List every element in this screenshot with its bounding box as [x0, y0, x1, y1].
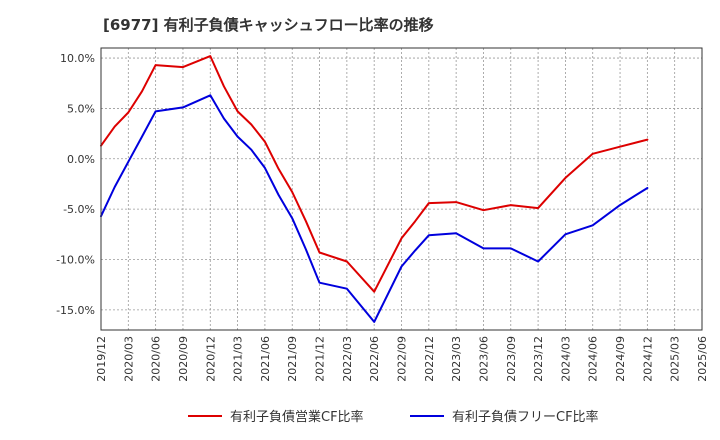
series-line-2	[100, 94, 649, 323]
x-tick-label: 2024/03	[559, 336, 572, 382]
x-tick-label: 2023/09	[505, 336, 518, 382]
y-tick-label: 10.0%	[60, 52, 95, 65]
x-tick-label: 2022/09	[396, 336, 409, 382]
y-tick-label: 5.0%	[67, 102, 95, 115]
x-tick-label: 2024/06	[587, 336, 600, 382]
x-tick-label: 2020/09	[177, 336, 190, 382]
x-tick-label: 2020/12	[204, 336, 217, 382]
legend: 有利子負債営業CF比率 有利子負債フリーCF比率	[188, 409, 599, 425]
x-tick-label: 2025/03	[669, 336, 682, 382]
x-tick-label: 2023/03	[450, 336, 463, 382]
plot-frame	[100, 47, 703, 331]
y-axis: 10.0% 5.0% 0.0% -5.0% -10.0% -15.0%	[56, 52, 95, 317]
chart-title: [6977] 有利子負債キャッシュフロー比率の推移	[103, 16, 434, 34]
x-tick-label: 2021/12	[314, 336, 327, 382]
series-lines	[100, 55, 649, 323]
x-tick-label: 2020/06	[150, 336, 163, 382]
x-axis: 2019/12 2020/03 2020/06 2020/09 2020/12 2021/…	[95, 336, 709, 382]
y-tick-label: -15.0%	[56, 304, 95, 317]
y-tick-label: -5.0%	[63, 203, 95, 216]
x-tick-label: 2022/06	[368, 336, 381, 382]
y-tick-label: 0.0%	[67, 153, 95, 166]
x-tick-label: 2024/12	[641, 336, 654, 382]
x-tick-label: 2021/03	[232, 336, 245, 382]
series-line-1	[100, 55, 649, 293]
legend-label-1: 有利子負債営業CF比率	[230, 409, 364, 425]
x-tick-label: 2019/12	[95, 336, 108, 382]
x-tick-label: 2023/06	[477, 336, 490, 382]
x-tick-label: 2024/09	[614, 336, 627, 382]
x-tick-label: 2022/03	[341, 336, 354, 382]
grid	[100, 48, 703, 330]
x-tick-label: 2020/03	[122, 336, 135, 382]
legend-label-2: 有利子負債フリーCF比率	[452, 409, 599, 425]
y-tick-label: -10.0%	[56, 254, 95, 267]
x-tick-label: 2025/06	[696, 336, 709, 382]
x-tick-label: 2021/06	[259, 336, 272, 382]
x-tick-label: 2022/12	[423, 336, 436, 382]
x-tick-label: 2021/09	[286, 336, 299, 382]
x-tick-label: 2023/12	[532, 336, 545, 382]
